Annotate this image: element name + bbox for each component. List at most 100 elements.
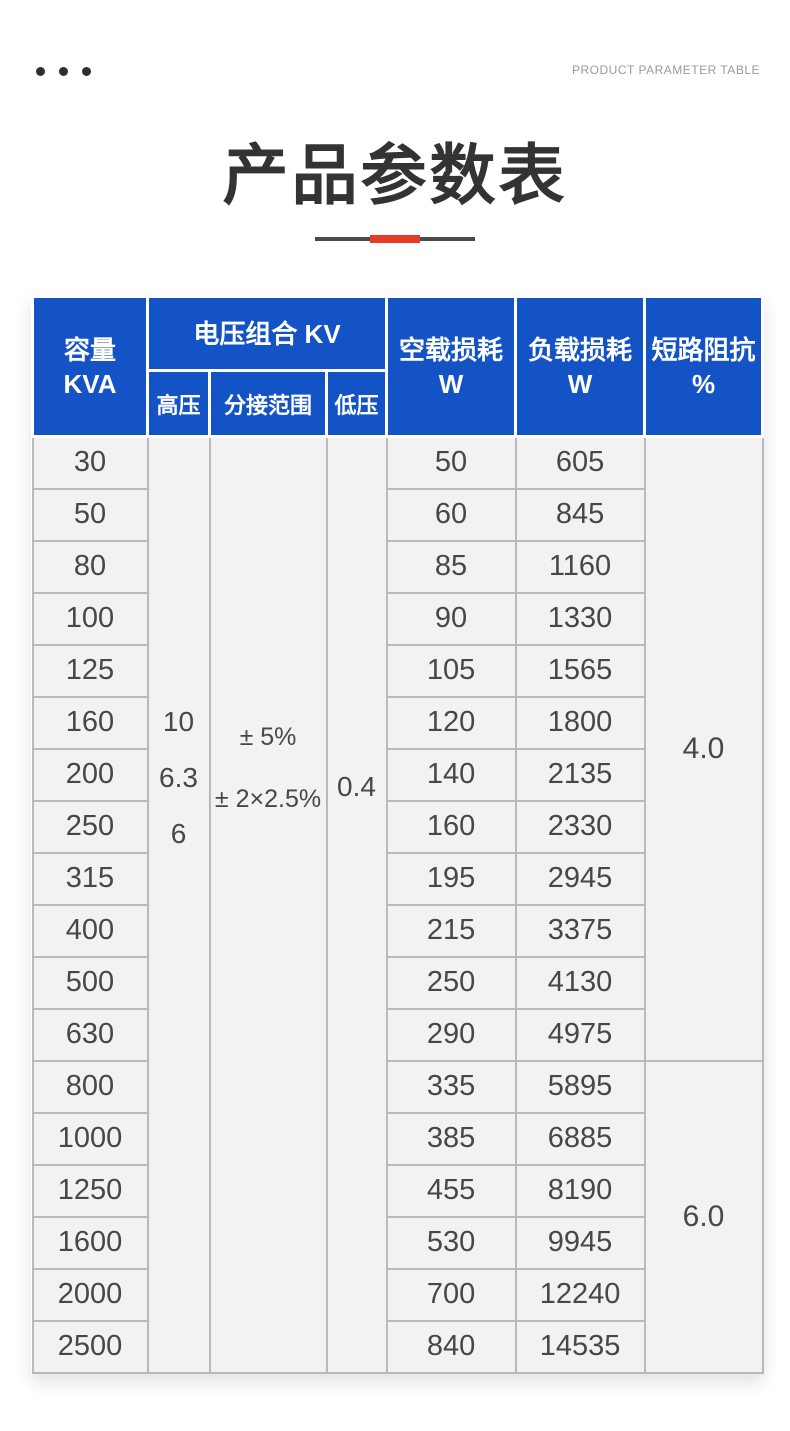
column-header-load-line1: 负载损耗 [528, 334, 633, 365]
column-header-hv: 高压 [146, 369, 211, 438]
load-cell: 9945 [514, 1215, 646, 1270]
no-load-cell: 455 [385, 1163, 517, 1218]
hv-merged-cell: 10 6.3 6 [146, 435, 211, 1374]
load-cell: 845 [514, 487, 646, 542]
no-load-cell: 105 [385, 643, 517, 698]
dot-icon [59, 67, 68, 76]
capacity-cell: 30 [31, 435, 149, 490]
capacity-cell: 2000 [31, 1267, 149, 1322]
no-load-cell: 90 [385, 591, 517, 646]
capacity-cell: 1000 [31, 1111, 149, 1166]
hv-value: 10 [162, 706, 195, 737]
column-header-no-load-loss: 空载损耗 W [385, 295, 518, 438]
table-row: 315 195 2945 [31, 851, 763, 906]
column-header-lv: 低压 [324, 369, 389, 438]
no-load-cell: 250 [385, 955, 517, 1010]
load-cell: 1160 [514, 539, 646, 594]
column-header-tap-range: 分接范围 [208, 369, 328, 438]
column-header-capacity-line2: KVA [63, 368, 117, 399]
table-row: 500 250 4130 [31, 955, 763, 1010]
load-cell: 5895 [514, 1059, 646, 1114]
capacity-cell: 1250 [31, 1163, 149, 1218]
column-header-impedance: 短路阻抗 % [643, 295, 765, 438]
table-row: 50 60 845 [31, 487, 763, 542]
no-load-cell: 195 [385, 851, 517, 906]
table-row: 800 335 5895 6.0 [31, 1059, 764, 1374]
hv-value: 6.3 [159, 762, 198, 793]
section-label: PRODUCT PARAMETER TABLE [572, 63, 760, 77]
dot-icon [36, 67, 45, 76]
table-row: 100 90 1330 [31, 591, 763, 646]
column-header-capacity-line1: 容量 [63, 334, 116, 365]
load-cell: 12240 [514, 1267, 646, 1322]
no-load-cell: 290 [385, 1007, 517, 1062]
no-load-cell: 50 [385, 435, 517, 490]
capacity-cell: 125 [31, 643, 149, 698]
table-row: 630 290 4975 [31, 1007, 763, 1062]
load-cell: 3375 [514, 903, 646, 958]
capacity-cell: 100 [31, 591, 149, 646]
column-header-load-line2: W [567, 368, 593, 399]
table-row: 80 85 1160 [31, 539, 763, 594]
no-load-cell: 160 [385, 799, 517, 854]
column-header-no-load-line1: 空载损耗 [399, 334, 504, 365]
lv-merged-cell: 0.4 [325, 435, 388, 1374]
load-cell: 1565 [514, 643, 646, 698]
capacity-cell: 630 [31, 1007, 149, 1062]
no-load-cell: 60 [385, 487, 517, 542]
header-row-sub: 高压 分接范围 低压 [33, 369, 763, 438]
load-cell: 14535 [514, 1319, 646, 1374]
capacity-cell: 500 [31, 955, 149, 1010]
table-row: 400 215 3375 [31, 903, 763, 958]
load-cell: 8190 [514, 1163, 646, 1218]
load-cell: 2945 [514, 851, 646, 906]
no-load-cell: 85 [385, 539, 517, 594]
capacity-cell: 315 [31, 851, 149, 906]
no-load-cell: 385 [385, 1111, 517, 1166]
table-row: 2500 840 14535 [31, 1319, 763, 1374]
table-row: 30 10 6.3 6 ± 5% ± 2×2.5% 0.4 50 605 4.0 [31, 435, 764, 1374]
capacity-cell: 250 [31, 799, 149, 854]
load-cell: 6885 [514, 1111, 646, 1166]
column-header-impedance-line1: 短路阻抗 [651, 334, 756, 365]
table-row: 1000 385 6885 [31, 1111, 763, 1166]
tap-range-value: ± 2×2.5% [214, 785, 322, 813]
no-load-cell: 140 [385, 747, 517, 802]
no-load-cell: 700 [385, 1267, 517, 1322]
hv-value: 6 [170, 818, 187, 849]
table-row: 1600 530 9945 [31, 1215, 763, 1270]
column-header-load-loss: 负载损耗 W [514, 295, 647, 438]
column-header-no-load-line2: W [438, 368, 464, 399]
column-header-voltage-group: 电压组合 KV [145, 295, 389, 372]
column-header-impedance-line2: % [691, 368, 716, 399]
no-load-cell: 215 [385, 903, 517, 958]
load-cell: 2330 [514, 799, 646, 854]
tap-range-value: ± 5% [239, 723, 297, 751]
capacity-cell: 50 [31, 487, 149, 542]
table-row: 125 105 1565 [31, 643, 763, 698]
capacity-cell: 800 [31, 1059, 149, 1114]
window-dots [36, 67, 91, 76]
divider-red-bar [370, 235, 420, 243]
header-row-main: 容量 KVA 电压组合 KV 空载损耗 W 负载损耗 W 短路阻抗 % [31, 295, 765, 438]
load-cell: 4975 [514, 1007, 646, 1062]
load-cell: 605 [514, 435, 646, 490]
load-cell: 4130 [514, 955, 646, 1010]
lv-value: 0.4 [337, 771, 376, 802]
load-cell: 1330 [514, 591, 646, 646]
table-row: 200 140 2135 [31, 747, 763, 802]
capacity-cell: 400 [31, 903, 149, 958]
capacity-cell: 160 [31, 695, 149, 750]
capacity-cell: 80 [31, 539, 149, 594]
column-header-capacity: 容量 KVA [31, 295, 149, 438]
table-row: 160 120 1800 [31, 695, 763, 750]
tap-range-merged-cell: ± 5% ± 2×2.5% [208, 435, 328, 1374]
load-cell: 1800 [514, 695, 646, 750]
table-row: 2000 700 12240 [31, 1267, 763, 1322]
impedance-cell-group2: 6.0 [643, 1059, 764, 1374]
page-title: 产品参数表 [222, 138, 568, 212]
title-divider [0, 231, 790, 247]
product-parameter-table: 容量 KVA 电压组合 KV 空载损耗 W 负载损耗 W 短路阻抗 % 高压 分… [31, 295, 765, 1374]
capacity-cell: 2500 [31, 1319, 149, 1374]
no-load-cell: 530 [385, 1215, 517, 1270]
